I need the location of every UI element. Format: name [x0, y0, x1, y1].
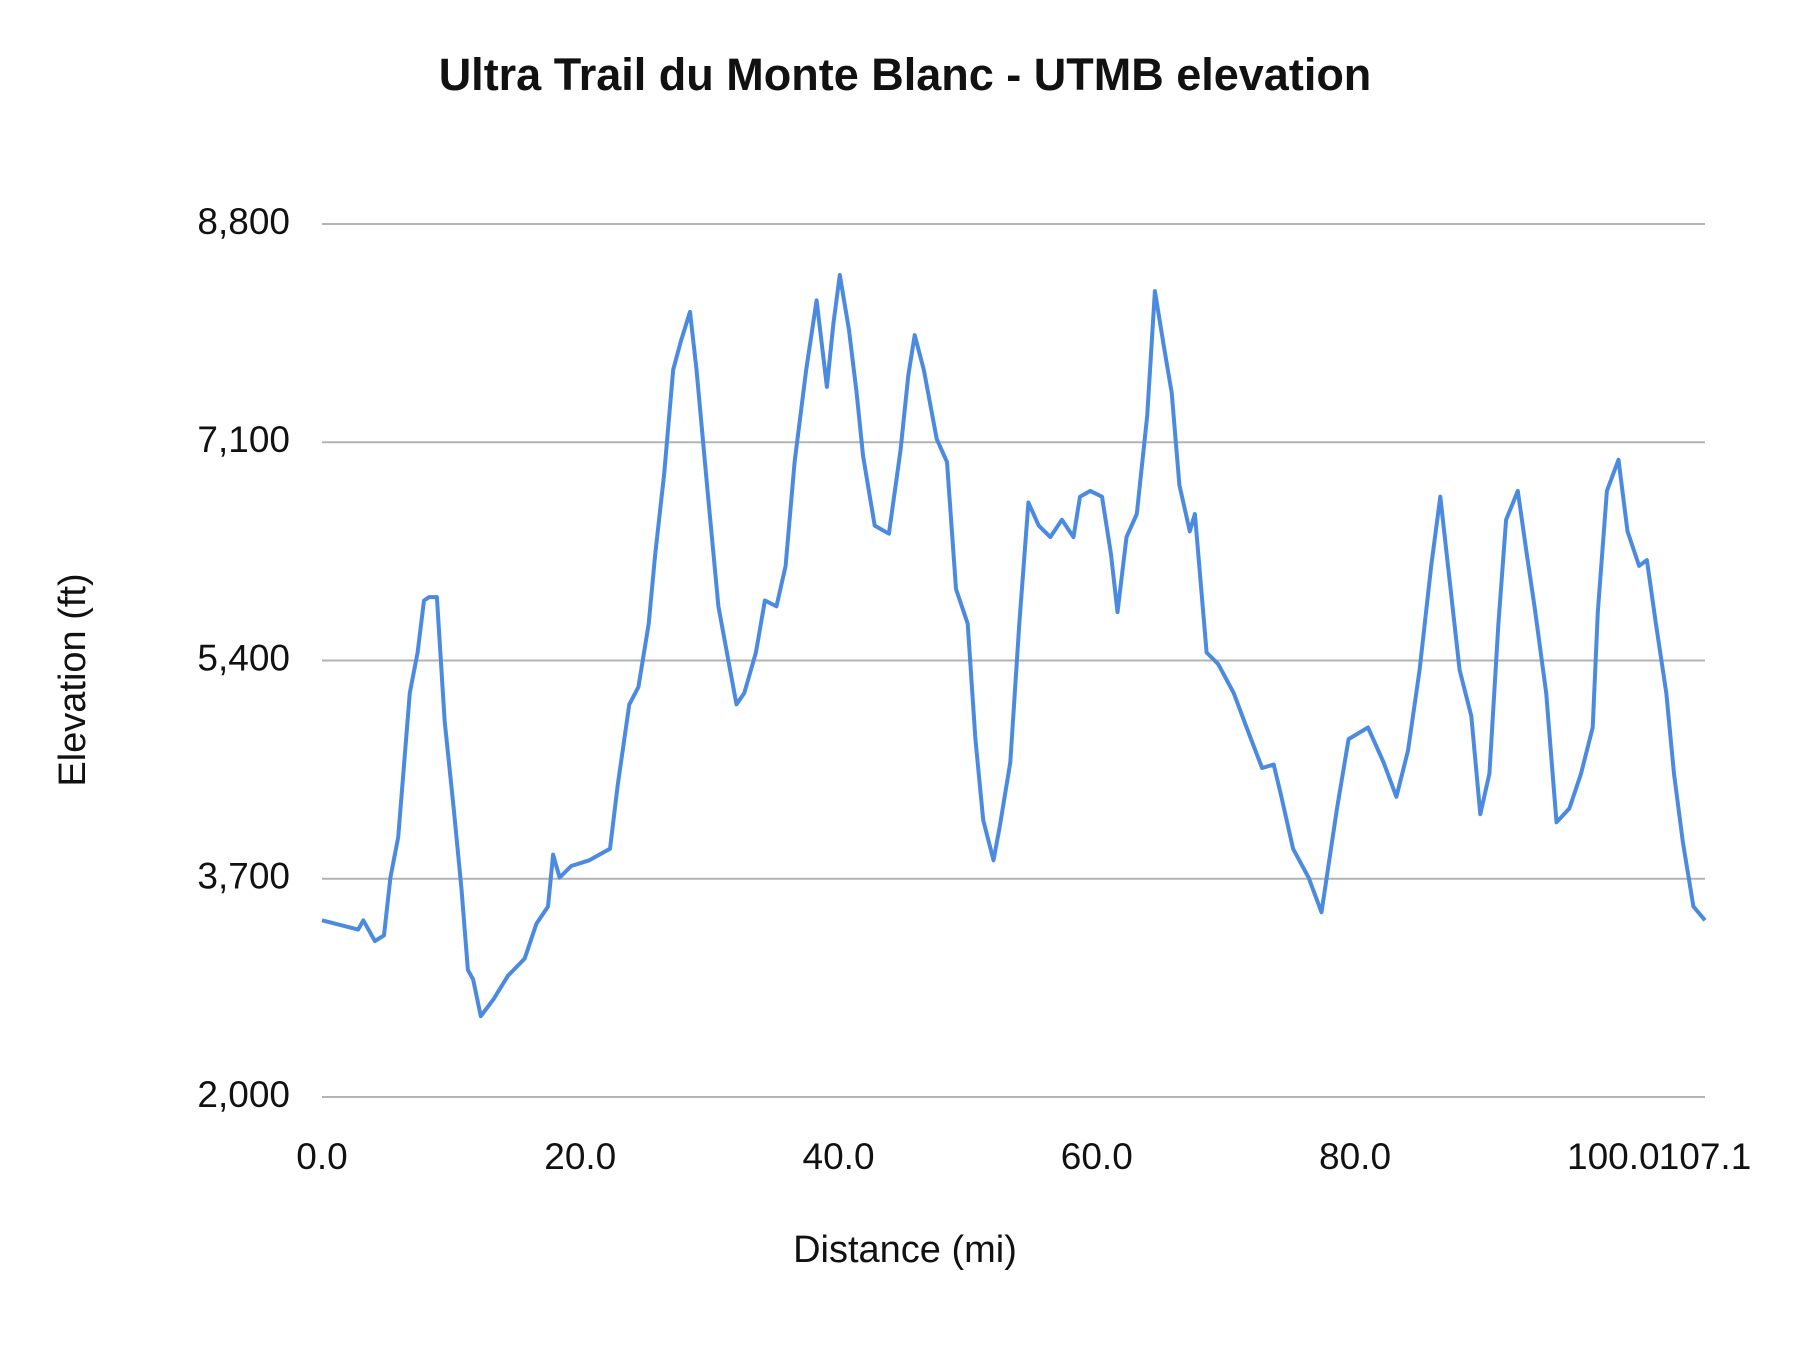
x-tick-label: 80.0 [1319, 1136, 1391, 1177]
x-tick-label: 20.0 [544, 1136, 616, 1177]
elevation-line [321, 273, 1707, 1019]
y-tick-label: 7,100 [197, 419, 290, 460]
x-tick-label: 60.0 [1061, 1136, 1133, 1177]
chart-title: Ultra Trail du Monte Blanc - UTMB elevat… [439, 49, 1372, 100]
x-axis-label: Distance (mi) [793, 1229, 1017, 1271]
x-tick-label: 107.1 [1659, 1136, 1752, 1177]
y-tick-label: 3,700 [197, 856, 290, 897]
x-tick-label: 40.0 [803, 1136, 875, 1177]
y-tick-label: 5,400 [197, 637, 290, 678]
y-tick-label: 8,800 [197, 201, 290, 242]
y-axis-label: Elevation (ft) [52, 573, 94, 786]
y-tick-label: 2,000 [197, 1074, 290, 1115]
x-tick-label: 100.0 [1567, 1136, 1660, 1177]
x-tick-label: 0.0 [296, 1136, 347, 1177]
